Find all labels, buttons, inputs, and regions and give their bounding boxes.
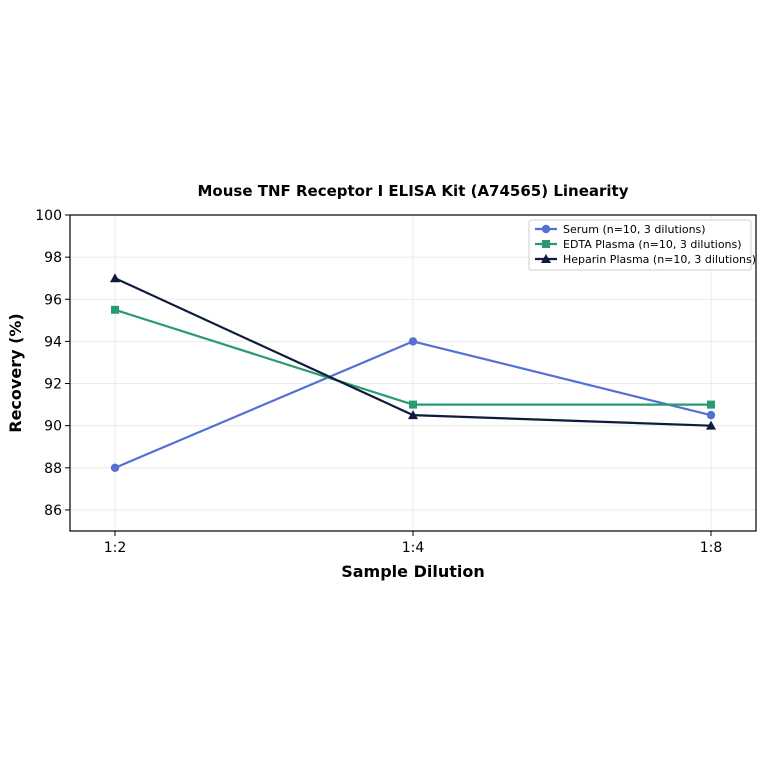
data-point <box>110 463 120 472</box>
data-point <box>408 410 418 420</box>
series-2 <box>111 305 715 409</box>
axes: 86 88 90 92 94 96 98 100 1:2 1:4 1:8 <box>35 208 722 556</box>
legend-label: Heparin Plasma (n=10, 3 dilutions) <box>563 253 756 266</box>
x-axis-label: Sample Dilution <box>341 562 485 581</box>
y-tick-label: 96 <box>44 292 62 308</box>
data-point <box>409 400 417 409</box>
legend-marker <box>541 224 551 234</box>
data-point <box>706 410 716 420</box>
data-point <box>111 305 119 314</box>
y-tick-label: 98 <box>44 250 62 266</box>
y-tick-label: 100 <box>35 208 62 224</box>
x-tick-label: 1:4 <box>402 540 425 556</box>
legend-item: Serum (n=10, 3 dilutions) <box>535 223 706 236</box>
legend: Serum (n=10, 3 dilutions) EDTA Plasma (n=… <box>528 219 756 271</box>
legend-item: Heparin Plasma (n=10, 3 dilutions) <box>535 253 756 266</box>
x-tick-label: 1:2 <box>104 540 127 556</box>
legend-label: EDTA Plasma (n=10, 3 dilutions) <box>563 238 742 251</box>
data-point <box>110 273 120 283</box>
series-3 <box>110 273 716 430</box>
legend-label: Serum (n=10, 3 dilutions) <box>563 223 706 236</box>
data-point <box>408 337 418 346</box>
series-layer <box>110 273 716 472</box>
y-axis-label: Recovery (%) <box>6 313 25 432</box>
series-1 <box>110 337 716 472</box>
chart-title: Mouse TNF Receptor I ELISA Kit (A74565) … <box>198 182 629 200</box>
y-tick-label: 86 <box>44 503 62 519</box>
y-tick-label: 88 <box>44 461 62 477</box>
data-point <box>707 400 715 409</box>
y-tick-label: 90 <box>44 419 62 435</box>
y-tick-label: 94 <box>44 334 62 350</box>
legend-item: EDTA Plasma (n=10, 3 dilutions) <box>535 238 742 251</box>
legend-marker <box>542 240 550 248</box>
data-point <box>706 420 716 430</box>
y-tick-label: 92 <box>44 377 62 393</box>
x-tick-label: 1:8 <box>700 540 723 556</box>
legend-marker <box>541 254 551 263</box>
legend-box <box>528 219 752 271</box>
